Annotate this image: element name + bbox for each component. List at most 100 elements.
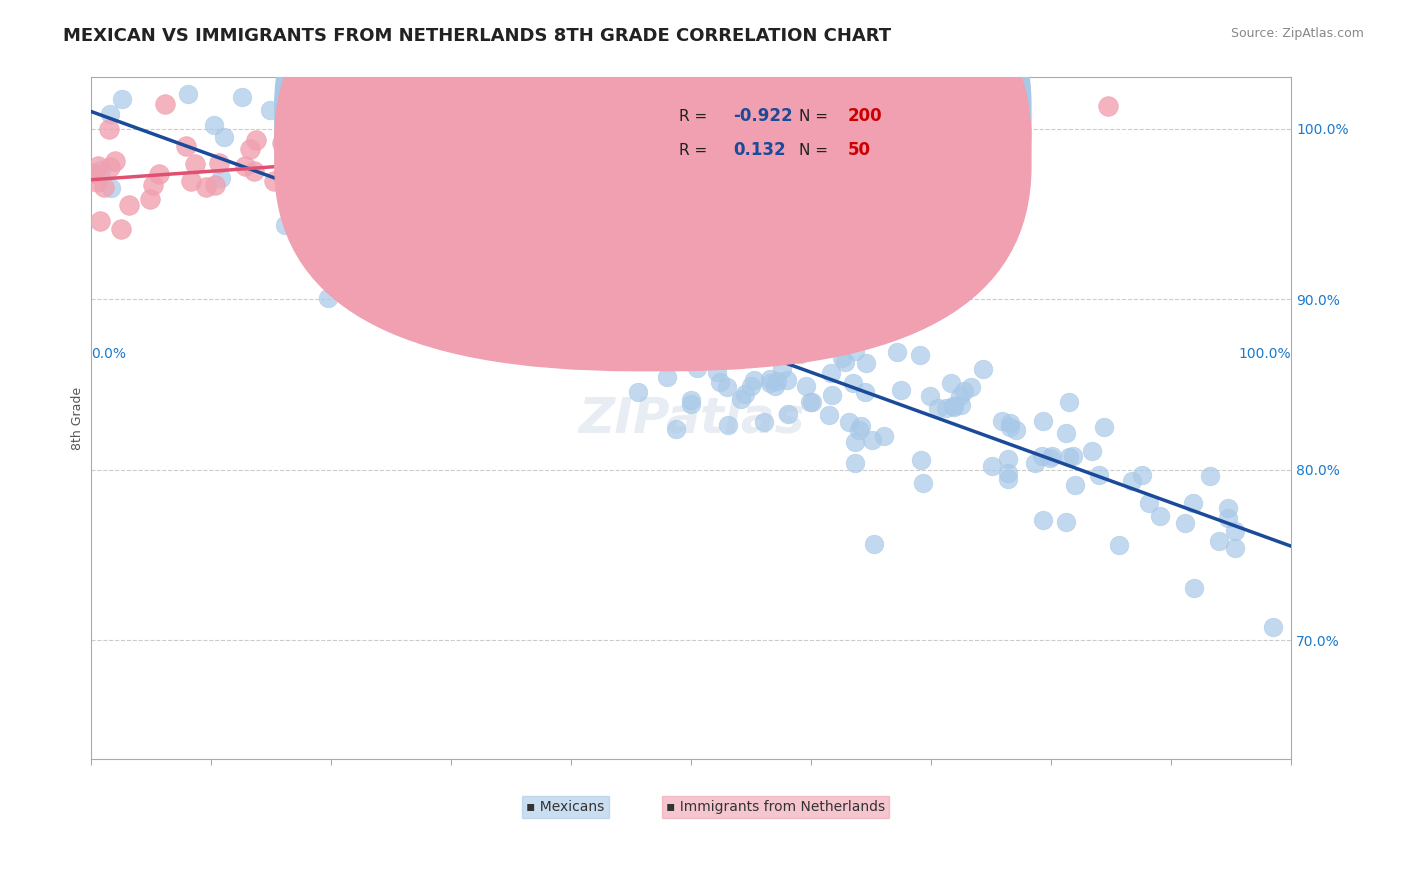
Point — [855, 356, 877, 370]
Point — [461, 221, 484, 235]
Point — [1032, 414, 1054, 428]
Point — [838, 415, 860, 429]
Point — [1208, 533, 1230, 548]
Point — [1054, 515, 1077, 529]
Point — [730, 392, 752, 406]
Point — [953, 384, 976, 399]
Point — [770, 362, 793, 376]
Point — [508, 214, 530, 228]
Point — [783, 315, 806, 329]
Point — [633, 332, 655, 346]
Point — [148, 167, 170, 181]
Point — [776, 373, 799, 387]
Point — [450, 154, 472, 169]
Point — [763, 328, 786, 343]
Point — [491, 208, 513, 222]
Text: R =: R = — [679, 143, 713, 158]
Point — [406, 287, 429, 301]
Point — [844, 456, 866, 470]
Point — [491, 263, 513, 277]
Point — [316, 292, 339, 306]
Point — [100, 181, 122, 195]
Point — [374, 285, 396, 300]
Point — [433, 222, 456, 236]
Point — [695, 293, 717, 308]
Point — [1057, 395, 1080, 409]
Point — [747, 277, 769, 292]
Text: 100.0%: 100.0% — [1239, 347, 1291, 360]
Point — [742, 373, 765, 387]
Point — [939, 376, 962, 391]
Point — [1062, 449, 1084, 463]
Point — [581, 346, 603, 360]
Point — [502, 231, 524, 245]
Text: N =: N = — [799, 143, 834, 158]
Text: 50: 50 — [848, 142, 870, 160]
Point — [299, 178, 322, 192]
FancyBboxPatch shape — [274, 0, 1031, 336]
Point — [391, 230, 413, 244]
Point — [1263, 619, 1285, 633]
Point — [233, 159, 256, 173]
Point — [395, 215, 418, 229]
Point — [485, 202, 508, 217]
Point — [860, 433, 883, 447]
Point — [1132, 467, 1154, 482]
Point — [98, 160, 121, 174]
Point — [804, 267, 827, 281]
Point — [90, 163, 112, 178]
Point — [912, 475, 935, 490]
Point — [204, 178, 226, 193]
Point — [820, 366, 842, 380]
Point — [274, 218, 297, 232]
Point — [550, 256, 572, 270]
Point — [285, 157, 308, 171]
Point — [263, 174, 285, 188]
Point — [801, 123, 824, 137]
Point — [737, 313, 759, 327]
Point — [1092, 419, 1115, 434]
Point — [329, 210, 352, 224]
Point — [337, 173, 360, 187]
Point — [468, 128, 491, 142]
Point — [180, 174, 202, 188]
Point — [98, 122, 121, 136]
Text: ▪ Mexicans: ▪ Mexicans — [526, 800, 605, 814]
Point — [357, 120, 380, 135]
Point — [679, 308, 702, 322]
Text: R =: R = — [679, 109, 713, 124]
Point — [488, 309, 510, 323]
Point — [1000, 419, 1022, 434]
Point — [834, 354, 856, 368]
Point — [527, 146, 550, 161]
Point — [1080, 444, 1102, 458]
Point — [110, 221, 132, 235]
Point — [183, 157, 205, 171]
Point — [702, 343, 724, 357]
Point — [1199, 468, 1222, 483]
Point — [848, 423, 870, 437]
Point — [280, 111, 302, 125]
Point — [305, 169, 328, 184]
Point — [1223, 524, 1246, 539]
Point — [831, 351, 853, 366]
Point — [560, 230, 582, 244]
Point — [524, 331, 547, 345]
Point — [231, 90, 253, 104]
Point — [766, 374, 789, 388]
Point — [873, 428, 896, 442]
Point — [1149, 508, 1171, 523]
Point — [1064, 478, 1087, 492]
Point — [606, 306, 628, 320]
Point — [665, 422, 688, 436]
Point — [333, 197, 356, 211]
Text: N =: N = — [799, 109, 834, 124]
Point — [245, 132, 267, 146]
Point — [679, 393, 702, 408]
Point — [588, 267, 610, 281]
Point — [440, 227, 463, 242]
Point — [808, 328, 831, 343]
Point — [503, 203, 526, 218]
Point — [1031, 449, 1053, 463]
Point — [411, 296, 433, 310]
